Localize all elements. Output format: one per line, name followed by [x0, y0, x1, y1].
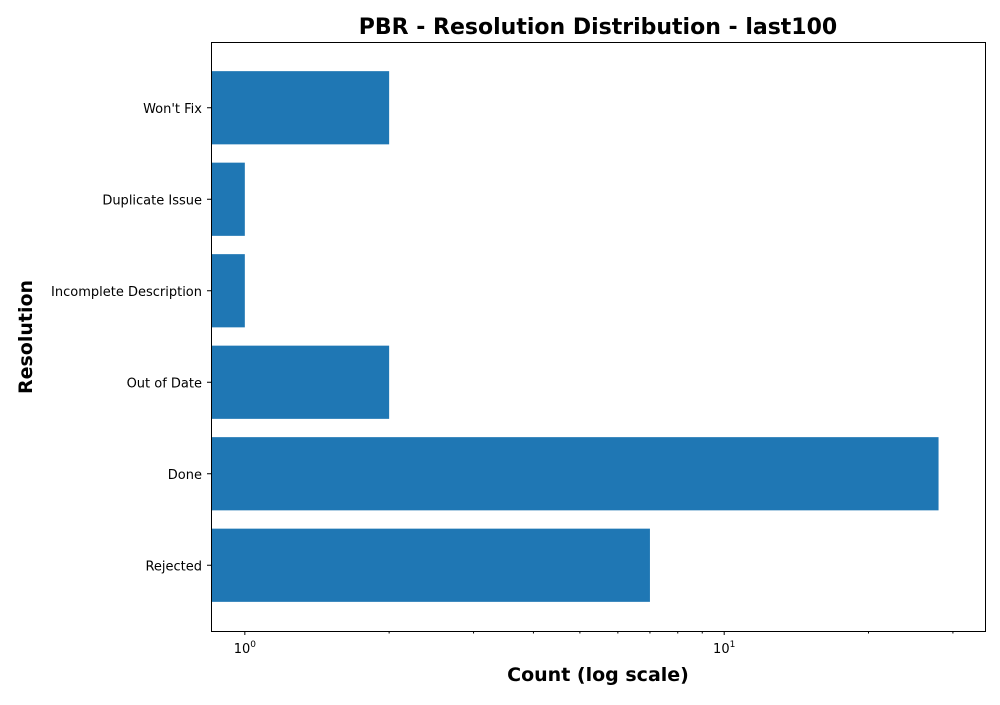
x-tick-exponent: 1 [730, 640, 736, 650]
chart-title: PBR - Resolution Distribution - last100 [359, 15, 837, 40]
y-tick-label: Out of Date [127, 376, 202, 391]
y-tick-label: Done [168, 468, 202, 483]
bar-rejected [211, 529, 650, 602]
y-tick-label: Incomplete Description [51, 285, 202, 300]
y-tick-label: Won't Fix [143, 102, 202, 117]
y-tick-label: Duplicate Issue [102, 193, 202, 208]
bar-out-of-date [211, 346, 389, 419]
bars [211, 71, 939, 602]
y-axis-title: Resolution [15, 280, 37, 394]
x-tick-exponent: 0 [250, 640, 256, 650]
bar-incomplete-description [211, 254, 245, 327]
bar-done [211, 437, 939, 510]
bar-duplicate-issue [211, 163, 245, 236]
bar-won-t-fix [211, 71, 389, 144]
y-axis-ticks: Rejected Done Out of Date Incomplete Descri… [51, 102, 211, 575]
x-axis-ticks: 100 101 [234, 631, 953, 657]
x-tick-label: 100 [234, 640, 257, 657]
x-tick-label: 101 [713, 640, 735, 657]
y-tick-label: Rejected [145, 559, 202, 574]
x-axis-title: Count (log scale) [507, 664, 689, 686]
